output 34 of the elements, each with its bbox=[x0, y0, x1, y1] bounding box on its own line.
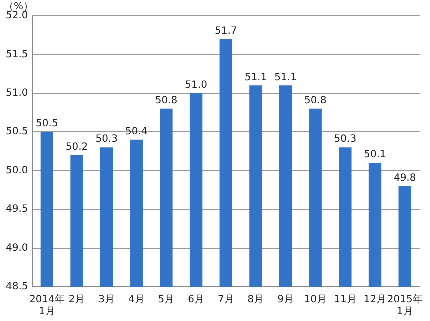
x-tick-label: 5月 bbox=[158, 294, 175, 306]
x-tick-label: 6月 bbox=[188, 294, 204, 306]
x-tick-label: 2014年 1月 bbox=[29, 294, 65, 318]
data-label: 50.8 bbox=[155, 96, 178, 107]
data-label: 50.4 bbox=[126, 126, 148, 138]
y-tick-label: 49.5 bbox=[6, 204, 28, 216]
x-tick-label: 4月 bbox=[128, 294, 145, 306]
data-label: 49.8 bbox=[394, 172, 416, 184]
y-tick-label: 50.5 bbox=[6, 126, 28, 138]
x-tick-label: 3月 bbox=[98, 294, 116, 306]
data-label: 50.1 bbox=[364, 150, 386, 161]
x-tick-label: 9月 bbox=[278, 294, 294, 306]
x-tick-label: 7月 bbox=[218, 294, 234, 306]
data-label: 50.3 bbox=[334, 134, 357, 146]
data-label: 50.3 bbox=[96, 134, 118, 146]
y-tick-label: 52.0 bbox=[6, 10, 28, 22]
y-tick-label: 51.0 bbox=[6, 88, 28, 100]
x-tick-label: 12月 bbox=[364, 294, 387, 306]
y-tick-label: 50.0 bbox=[6, 165, 28, 176]
data-label: 51.0 bbox=[185, 80, 208, 92]
data-label: 51.1 bbox=[244, 72, 268, 84]
data-label: 50.8 bbox=[304, 96, 327, 107]
x-tick-label: 2015年 1月 bbox=[387, 294, 423, 318]
data-label: 50.5 bbox=[36, 118, 58, 130]
x-tick-label: 10月 bbox=[304, 294, 327, 306]
y-tick-label: 48.5 bbox=[6, 282, 28, 293]
x-tick-label: 11月 bbox=[334, 294, 357, 306]
data-label: 50.2 bbox=[66, 142, 88, 153]
data-label: 51.7 bbox=[215, 26, 238, 37]
y-tick-label: 49.0 bbox=[6, 242, 28, 254]
data-label: 51.1 bbox=[274, 72, 297, 84]
x-tick-label: 2月 bbox=[68, 294, 86, 306]
y-tick-label: 51.5 bbox=[6, 49, 28, 60]
x-tick-label: 8月 bbox=[248, 294, 264, 306]
